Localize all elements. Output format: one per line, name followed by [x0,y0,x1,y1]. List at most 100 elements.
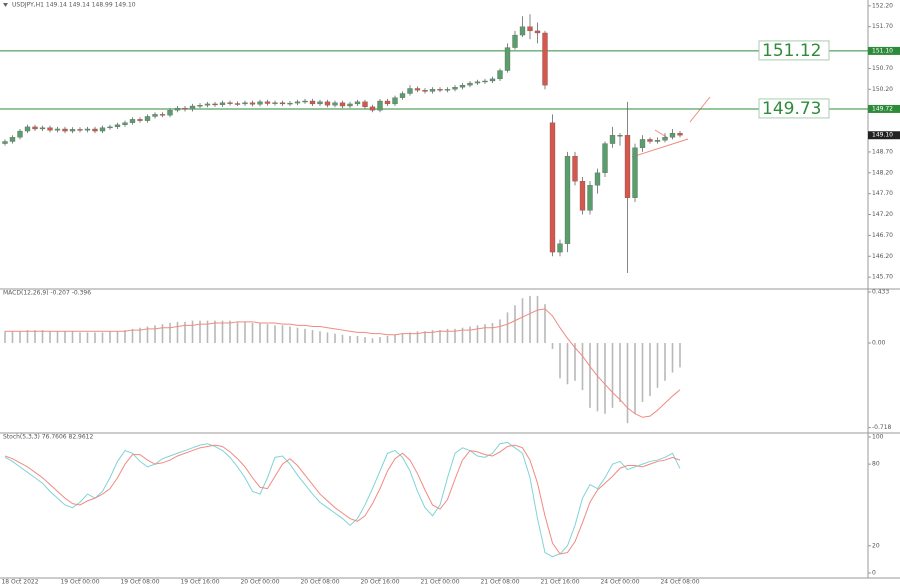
macd-bar [214,320,216,344]
candle-body [2,141,8,144]
candle-body [534,30,541,34]
candle-body [602,143,608,173]
candle-body [54,128,61,131]
x-tick-label: 24 Oct 08:00 [660,579,699,585]
candle-body [677,132,683,136]
candle-body [122,122,128,125]
macd-bar [514,305,516,344]
candle-body [159,114,166,116]
y-tick-label: -0.718 [872,424,892,431]
candle-body [392,97,398,105]
macd-bar [536,295,539,344]
candle-body [669,132,676,138]
macd-bar [371,338,374,344]
candle-body [377,100,383,111]
candle-body [249,102,256,105]
macd-bar [581,343,584,391]
macd-bar [409,332,411,344]
y-tick-label: 20 [872,542,880,549]
candle-body [279,102,286,105]
y-tick-label: 147.20 [872,211,893,218]
macd-bar [439,330,441,344]
macd-bar [131,328,134,344]
x-tick-label: 19 Oct 00:00 [60,579,99,585]
axis-level-label: 149.72 [872,105,893,112]
y-tick-label: 100 [872,433,884,440]
macd-bar [289,326,291,344]
macd-bar [401,333,404,344]
macd-bar [424,331,426,344]
candle-body [197,105,203,107]
candle-body [39,127,46,130]
macd-bar [94,332,96,344]
macd-bar [311,330,314,344]
candle-body [47,127,53,131]
x-tick-label: 20 Oct 00:00 [240,579,279,585]
trend-line [631,138,689,158]
candle-body [167,110,173,116]
candle-body [189,105,196,110]
macd-bar [304,328,306,344]
candle-body [647,139,653,142]
candle-body [587,185,593,211]
macd-bar [634,343,636,414]
y-tick-label: 151.70 [872,23,893,30]
macd-bar [56,331,59,344]
x-tick-label: 24 Oct 00:00 [600,579,639,585]
candle-body [482,80,488,83]
candle-body [174,107,181,111]
macd-bar [341,334,344,344]
macd-bar [64,331,66,344]
macd-bar [521,298,524,344]
macd-bar [71,331,74,344]
candle-body [324,101,331,106]
candle-body [137,119,143,121]
stoch-line [4,441,681,558]
candle-body [92,128,98,132]
menu-icon [3,3,8,7]
macd-bar [566,343,569,385]
macd-bar [221,320,224,344]
y-tick-label: 146.20 [872,253,893,260]
candle-body [152,114,158,117]
candle-body [369,106,376,111]
candle-body [579,180,586,211]
macd-bar [49,331,51,344]
candle-body [32,126,38,130]
macd-bar [476,325,479,344]
candle-body [62,128,68,132]
macd-bar [649,343,651,397]
candle-body [497,70,503,80]
axis-level-label: 151.10 [872,47,893,54]
trend-line [654,129,669,139]
candle-body [564,155,571,244]
candle-body [272,102,278,104]
panel-title: Stoch(5,3,3) 76.7606 82.9612 [3,434,94,441]
candle-body [242,102,248,105]
macd-bar [596,343,599,412]
y-tick-label: 80 [872,461,880,468]
x-tick-label: 18 Oct 2022 [1,579,38,585]
macd-bar [469,326,471,344]
macd-bar [236,321,239,344]
candle-body [309,100,316,105]
macd-bar [559,343,561,379]
candle-body [594,172,601,186]
candle-body [527,26,533,32]
candle-body [24,126,31,132]
macd-bar [296,327,299,344]
macd-bar [41,330,44,344]
macd-bar [19,331,21,344]
macd-bar [416,331,419,344]
stoch-line [4,444,681,555]
x-tick-label: 19 Oct 08:00 [120,579,159,585]
macd-bar [319,331,321,344]
candle-body [257,101,263,105]
macd-signal [5,308,681,418]
macd-bar [251,322,254,344]
macd-bar [461,327,464,344]
macd-bar [176,321,179,344]
y-tick-label: 0.433 [872,289,889,296]
